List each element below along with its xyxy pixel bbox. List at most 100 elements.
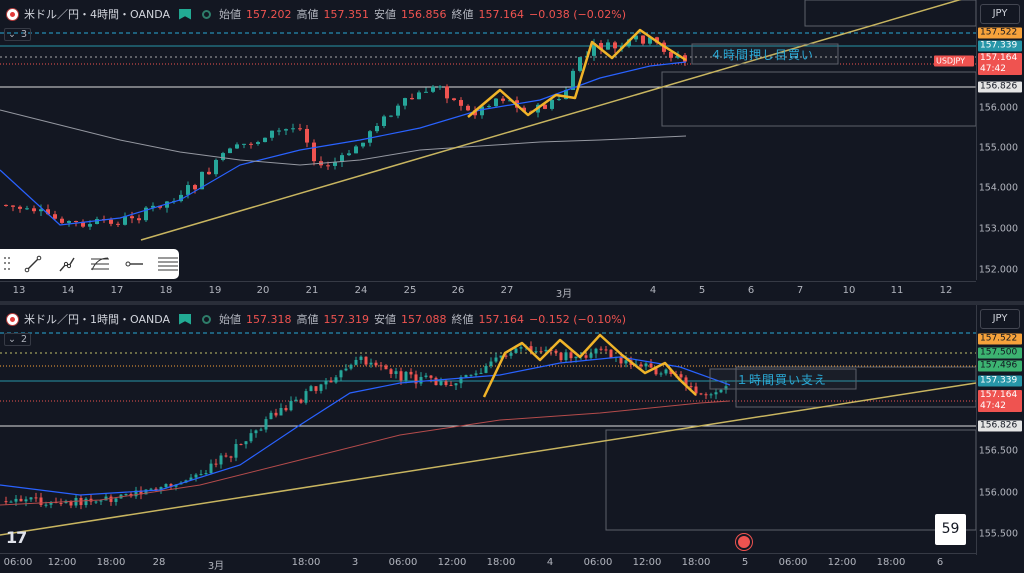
candle — [165, 201, 169, 208]
candle — [444, 381, 448, 386]
x-tick: 06:00 — [583, 557, 613, 568]
pane-divider[interactable] — [0, 301, 1024, 305]
candle — [144, 207, 148, 221]
currency-selector[interactable]: JPY — [980, 309, 1020, 329]
candle — [592, 43, 596, 56]
candle — [299, 399, 303, 403]
candle — [304, 391, 308, 403]
x-tick: 06:00 — [388, 557, 418, 568]
candle — [347, 153, 351, 156]
chart-pane-4h[interactable]: 米ドル／円・4時間・OANDA 始値 157.202 高値 157.351 安値 15… — [0, 0, 1024, 301]
currency-selector[interactable]: JPY — [980, 4, 1020, 24]
candle — [480, 106, 484, 116]
candle — [270, 130, 274, 138]
zigzag-drawing — [482, 333, 697, 398]
x-tick: 25 — [403, 285, 417, 296]
price-tag-current: 157.164 47:42 — [978, 53, 1022, 75]
time-axis-4h[interactable]: 13 14 17 18 19 20 21 24 25 26 27 3月 4 5 … — [0, 281, 976, 301]
candle — [609, 349, 613, 358]
candle — [438, 86, 442, 88]
price-plot-1h[interactable] — [0, 305, 976, 553]
market-status-icon[interactable] — [202, 9, 212, 19]
candle — [403, 98, 407, 106]
candle — [214, 463, 218, 465]
candle — [84, 498, 88, 506]
x-tick: 18:00 — [876, 557, 906, 568]
candle — [329, 380, 333, 383]
legend-4h: 米ドル／円・4時間・OANDA 始値 157.202 高値 157.351 安値 15… — [6, 6, 626, 22]
candle — [305, 128, 309, 143]
horizontal-ray-icon[interactable] — [123, 253, 145, 275]
moving-average-line — [0, 356, 731, 496]
price-tag-support: 156.826 — [978, 81, 1022, 93]
x-tick: 12:00 — [47, 557, 77, 568]
candle — [151, 205, 155, 208]
candle — [676, 55, 680, 58]
candle — [719, 389, 723, 393]
candle — [94, 501, 98, 503]
candle — [134, 490, 138, 497]
annotation-text[interactable]: ４時間押し目買い — [710, 48, 815, 62]
market-status-icon[interactable] — [202, 314, 212, 324]
ray-icon[interactable] — [56, 253, 78, 275]
indicators-toggle[interactable]: ⌄ 3 — [4, 28, 32, 41]
symbol-title[interactable]: 米ドル／円・1時間・OANDA — [24, 313, 171, 326]
candle — [571, 70, 575, 90]
x-tick: 6 — [747, 285, 755, 296]
price-tag-support: 156.826 — [978, 420, 1022, 432]
candle — [648, 37, 652, 44]
x-tick: 06:00 — [3, 557, 33, 568]
parallel-channel-icon[interactable] — [157, 253, 179, 275]
time-axis-1h[interactable]: 06:00 12:00 18:00 28 3月 18:00 3 06:00 12… — [0, 553, 976, 573]
low-label: 安値 — [374, 8, 397, 21]
candle — [464, 375, 468, 378]
candle — [679, 374, 683, 378]
x-tick: 12 — [939, 285, 953, 296]
candle — [369, 362, 373, 365]
candle — [361, 142, 365, 147]
candle — [389, 115, 393, 117]
drag-handle-icon[interactable] — [4, 257, 10, 271]
candle — [123, 216, 127, 225]
tradingview-logo[interactable]: 17 — [6, 528, 27, 547]
bookmark-icon[interactable] — [179, 8, 192, 20]
price-plot-4h[interactable] — [0, 0, 976, 281]
candle — [396, 105, 400, 116]
candle — [88, 223, 92, 227]
trend-line-icon[interactable] — [22, 253, 44, 275]
candle — [334, 377, 338, 383]
candle — [249, 143, 253, 145]
y-tick: 153.000 — [978, 223, 1018, 235]
symbol-title[interactable]: 米ドル／円・4時間・OANDA — [24, 8, 171, 21]
candle — [25, 208, 29, 210]
candle — [509, 353, 513, 356]
candle — [214, 159, 218, 175]
candle — [309, 386, 313, 392]
candle — [714, 392, 718, 395]
candle — [294, 399, 298, 401]
candle — [469, 374, 473, 376]
candle — [284, 129, 288, 131]
candle — [404, 371, 408, 381]
price-scale-4h[interactable]: JPY 156.000 155.000 154.000 153.000 152.… — [976, 0, 1024, 280]
candle — [641, 35, 645, 44]
candle — [29, 497, 33, 500]
candle — [4, 501, 8, 503]
price-scale-1h[interactable]: JPY 156.500 156.000 155.500 157.522 157.… — [976, 305, 1024, 555]
candle — [382, 116, 386, 127]
bookmark-icon[interactable] — [179, 313, 192, 325]
candle — [164, 484, 168, 488]
fib-retracement-icon[interactable] — [89, 253, 111, 275]
x-tick: 12:00 — [827, 557, 857, 568]
y-tick: 155.000 — [978, 142, 1018, 154]
candle — [279, 408, 283, 416]
candle — [379, 365, 383, 367]
candle — [639, 364, 643, 367]
indicators-toggle[interactable]: ⌄ 2 — [4, 333, 32, 346]
annotation-text[interactable]: １時間買い支え — [736, 373, 828, 387]
economic-event-icon[interactable] — [736, 534, 752, 550]
zone-rectangle — [735, 366, 976, 408]
candle — [494, 98, 498, 107]
chart-pane-1h[interactable]: 米ドル／円・1時間・OANDA 始値 157.318 高値 157.319 安値 15… — [0, 305, 1024, 573]
candle — [264, 419, 268, 430]
